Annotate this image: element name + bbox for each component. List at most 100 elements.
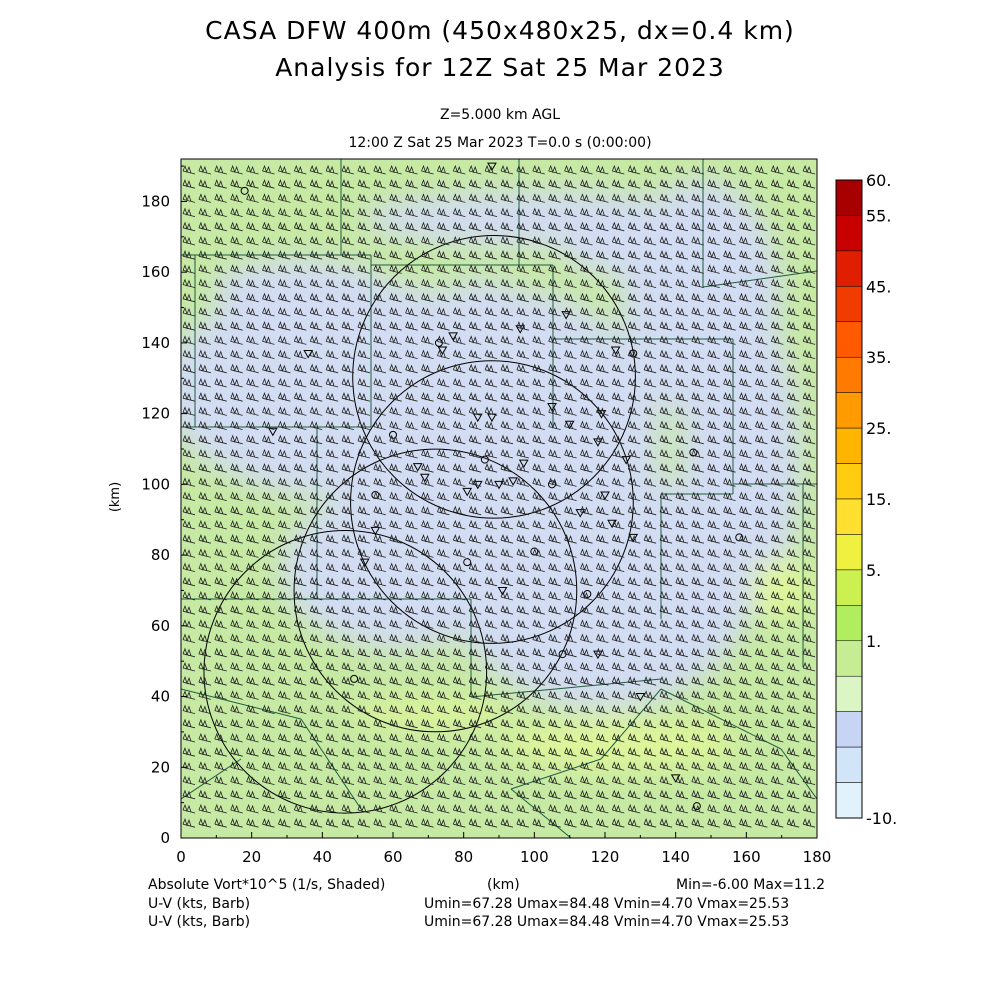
colorbar-label: 15.	[866, 490, 891, 509]
radar-ring-1	[352, 235, 636, 519]
station-marker	[487, 162, 497, 172]
colorbar-swatch	[835, 392, 863, 429]
x-axis-unit: (km)	[487, 877, 520, 893]
colorbar-swatch	[835, 286, 863, 323]
level-label: Z=5.000 km AGL	[439, 107, 561, 123]
colorbar-label: 55.	[866, 206, 891, 225]
wind-stats-2: Umin=67.28 Umax=84.48 Vmin=4.70 Vmax=25.…	[424, 914, 790, 930]
colorbar-label: -10.	[866, 809, 897, 828]
station-marker	[508, 477, 518, 486]
station-marker	[497, 586, 508, 596]
colorbar-label: 45.	[866, 277, 891, 296]
field-label: Absolute Vort*10^5 (1/s, Shaded)	[148, 877, 386, 893]
high-vorticity-area	[351, 700, 511, 728]
x-tick-label: 60	[383, 848, 402, 866]
x-tick-label: 160	[732, 848, 761, 866]
y-tick-label: 140	[141, 334, 170, 352]
radar-ring-4	[203, 529, 488, 814]
x-tick-label: 120	[591, 848, 620, 866]
colorbar-label: 25.	[866, 419, 891, 438]
boundary-line	[300, 718, 362, 810]
wind-stats-1: Umin=67.28 Umax=84.48 Vmin=4.70 Vmax=25.…	[424, 896, 790, 912]
station-marker	[437, 346, 448, 355]
station-marker	[518, 459, 529, 469]
colorbar-swatch	[835, 427, 863, 464]
y-tick-label: 40	[151, 688, 170, 706]
colorbar-swatch	[835, 215, 863, 252]
boundary-line	[181, 688, 302, 720]
station-marker	[635, 693, 646, 702]
chart-title: CASA DFW 400m (450x480x25, dx=0.4 km)	[205, 16, 795, 45]
station-marker	[240, 186, 249, 195]
station-marker	[548, 480, 556, 489]
y-axis-label: (km)	[108, 482, 123, 512]
colorbar-swatch	[835, 746, 863, 783]
boundary-line	[660, 688, 782, 750]
station-marker	[462, 487, 473, 497]
colorbar-swatch	[835, 640, 863, 677]
station-marker	[494, 480, 504, 490]
colorbar-swatch	[835, 569, 863, 606]
station-marker	[547, 403, 557, 412]
low-vorticity-area	[451, 469, 751, 709]
radar-ring-3	[293, 448, 578, 733]
x-tick-label: 140	[661, 848, 690, 866]
station-marker	[593, 438, 603, 447]
x-tick-label: 100	[520, 848, 549, 866]
low-vorticity-area	[211, 259, 391, 319]
station-marker	[610, 346, 621, 355]
station-marker	[670, 774, 681, 783]
wind-barbs	[182, 164, 816, 828]
wind-barb-field	[182, 164, 816, 828]
station-marker	[480, 455, 489, 464]
station-marker	[419, 473, 430, 483]
radar-ring-2	[350, 360, 634, 644]
boundary-line	[470, 678, 662, 698]
colorbar-swatch	[835, 179, 863, 216]
station-marker	[575, 509, 586, 518]
colorbar-swatch	[835, 463, 863, 500]
colorbar-swatch	[835, 534, 863, 571]
y-tick-label: 160	[141, 263, 170, 281]
y-tick-label: 20	[151, 758, 170, 776]
y-tick-label: 0	[160, 829, 170, 847]
boundary-line	[780, 748, 817, 800]
station-marker	[412, 463, 423, 472]
station-marker	[268, 427, 278, 437]
high-vorticity-area	[751, 559, 811, 619]
wind-label-1: U-V (kts, Barb)	[148, 896, 251, 912]
time-label: 12:00 Z Sat 25 Mar 2023 T=0.0 s (0:00:00…	[348, 135, 652, 151]
colorbar-label: 60.	[866, 171, 891, 190]
station-marker	[359, 558, 370, 568]
boundary-line	[600, 688, 662, 760]
x-tick-label: 0	[176, 848, 186, 866]
chart-subtitle: Analysis for 12Z Sat 25 Mar 2023	[275, 53, 725, 82]
colorbar-frame	[835, 179, 863, 819]
colorbar-label: 1.	[866, 632, 881, 651]
low-vorticity-area	[421, 279, 541, 399]
y-tick-label: 60	[151, 617, 170, 635]
colorbar: 60. 55. 45. 35. 25. 15. 5. 1. -10.	[835, 171, 897, 828]
x-tick-label: 80	[454, 848, 473, 866]
x-tick-label: 40	[313, 848, 332, 866]
y-tick-label: 120	[141, 405, 170, 423]
colorbar-swatch	[835, 675, 863, 712]
x-tick-label: 20	[242, 848, 261, 866]
y-tick-label: 180	[141, 192, 170, 210]
station-marker	[607, 519, 617, 529]
wind-label-2: U-V (kts, Barb)	[148, 914, 251, 930]
colorbar-swatch	[835, 498, 863, 535]
high-vorticity-area	[501, 719, 741, 769]
colorbar-swatch	[835, 321, 863, 358]
station-marker	[350, 674, 359, 683]
station-marker	[621, 456, 632, 465]
station-marker	[735, 533, 744, 542]
station-marker	[370, 526, 381, 536]
x-tick-label: 180	[803, 848, 832, 866]
boundary-line	[702, 270, 817, 288]
colorbar-swatch	[835, 711, 863, 748]
colorbar-swatch	[835, 782, 863, 819]
min-max-label: Min=-6.00 Max=11.2	[676, 877, 826, 893]
station-marker	[583, 589, 592, 598]
